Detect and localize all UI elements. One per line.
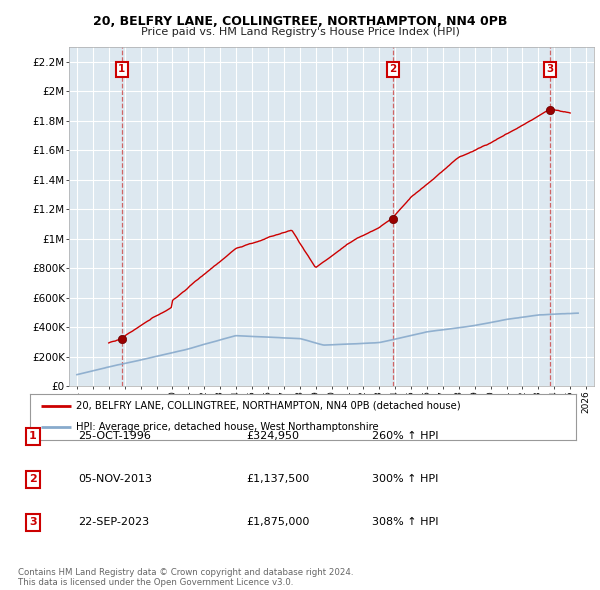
Text: 300% ↑ HPI: 300% ↑ HPI [372, 474, 439, 484]
Text: 3: 3 [547, 64, 554, 74]
Text: 25-OCT-1996: 25-OCT-1996 [78, 431, 151, 441]
Text: HPI: Average price, detached house, West Northamptonshire: HPI: Average price, detached house, West… [76, 422, 379, 432]
Text: 1: 1 [118, 64, 125, 74]
Text: Contains HM Land Registry data © Crown copyright and database right 2024.
This d: Contains HM Land Registry data © Crown c… [18, 568, 353, 587]
Text: 05-NOV-2013: 05-NOV-2013 [78, 474, 152, 484]
Text: £1,875,000: £1,875,000 [246, 517, 310, 527]
Text: 20, BELFRY LANE, COLLINGTREE, NORTHAMPTON, NN4 0PB: 20, BELFRY LANE, COLLINGTREE, NORTHAMPTO… [93, 15, 507, 28]
Text: 1: 1 [29, 431, 37, 441]
Text: Price paid vs. HM Land Registry's House Price Index (HPI): Price paid vs. HM Land Registry's House … [140, 27, 460, 37]
Text: 3: 3 [29, 517, 37, 527]
Text: 260% ↑ HPI: 260% ↑ HPI [372, 431, 439, 441]
Text: £324,950: £324,950 [246, 431, 299, 441]
Text: 2: 2 [389, 64, 397, 74]
Text: 2: 2 [29, 474, 37, 484]
Text: 308% ↑ HPI: 308% ↑ HPI [372, 517, 439, 527]
Text: 22-SEP-2023: 22-SEP-2023 [78, 517, 149, 527]
Text: £1,137,500: £1,137,500 [246, 474, 309, 484]
Text: 20, BELFRY LANE, COLLINGTREE, NORTHAMPTON, NN4 0PB (detached house): 20, BELFRY LANE, COLLINGTREE, NORTHAMPTO… [76, 401, 461, 411]
